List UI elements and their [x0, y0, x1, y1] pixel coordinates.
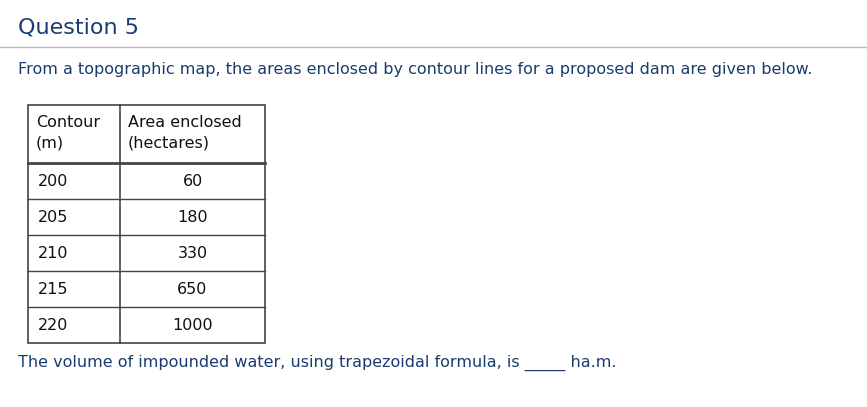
Text: 330: 330	[178, 245, 207, 260]
Text: 650: 650	[178, 282, 208, 297]
Text: (hectares): (hectares)	[128, 135, 210, 150]
Text: From a topographic map, the areas enclosed by contour lines for a proposed dam a: From a topographic map, the areas enclos…	[18, 62, 812, 77]
Text: (m): (m)	[36, 135, 64, 150]
Text: 180: 180	[177, 210, 208, 225]
Text: 1000: 1000	[173, 317, 212, 333]
Text: Area enclosed: Area enclosed	[128, 115, 242, 130]
Text: 215: 215	[38, 282, 68, 297]
Bar	[28, 105, 265, 343]
Text: 220: 220	[38, 317, 68, 333]
Text: Question 5: Question 5	[18, 18, 139, 38]
Text: 210: 210	[38, 245, 68, 260]
Text: 205: 205	[38, 210, 68, 225]
Text: 200: 200	[38, 173, 68, 188]
Text: Contour: Contour	[36, 115, 100, 130]
Text: 60: 60	[182, 173, 203, 188]
Text: The volume of impounded water, using trapezoidal formula, is _____ ha.m.: The volume of impounded water, using tra…	[18, 355, 616, 371]
